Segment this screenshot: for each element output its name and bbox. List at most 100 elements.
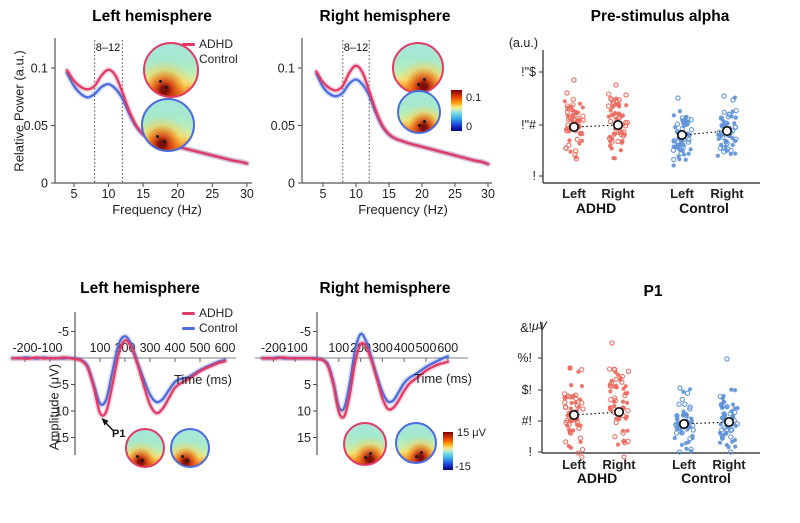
scatter-point <box>727 449 734 455</box>
spectrum-left-y-tick-label: 0.1 <box>31 62 48 76</box>
scatter-point <box>569 104 574 109</box>
spectrum-right-x-axis-label: Frequency (Hz) <box>358 202 448 217</box>
electrode-dot <box>416 82 420 86</box>
scatter-point <box>612 156 617 161</box>
scatter-point <box>687 387 693 392</box>
scatter-point <box>612 398 618 404</box>
scatter-point <box>688 127 695 133</box>
scatter-point <box>576 425 582 432</box>
scatter-point <box>606 366 613 372</box>
scatter-point <box>671 139 676 144</box>
scatter-point <box>618 129 624 135</box>
scatter-point <box>721 93 727 99</box>
adhd-line-swatch <box>182 42 195 46</box>
alpha-y-tick-label: !"$ <box>521 65 536 79</box>
p1-control-right-label: Right <box>712 457 746 472</box>
scatter-point <box>609 378 614 384</box>
scatter-point <box>573 156 580 162</box>
scatter-point <box>613 102 618 107</box>
scatter-point <box>735 406 740 411</box>
scatter-point <box>733 115 738 120</box>
scatter-point <box>719 402 724 408</box>
topomap-adhd-left-p1 <box>125 428 165 468</box>
scatter-point <box>620 430 626 436</box>
alpha-adhd-left-label: Left <box>562 186 586 201</box>
alpha-band-label: 8–12 <box>95 42 121 54</box>
scatter-point <box>624 103 629 108</box>
spectrum-left-y-tick-label: 0.05 <box>24 119 48 133</box>
p1-y-tick-label: #! <box>521 414 532 428</box>
scatter-point <box>612 434 618 440</box>
scatter-point <box>619 373 626 380</box>
scatter-point <box>725 114 731 120</box>
scatter-point <box>719 133 724 138</box>
scatter-point <box>562 99 567 104</box>
scatter-point <box>676 401 682 407</box>
erp-right-x-tick-label: 100 <box>328 341 349 355</box>
scatter-point <box>730 439 735 444</box>
erp-left-x-tick-label: -100 <box>37 341 62 355</box>
scatter-point <box>688 116 694 123</box>
scatter-point <box>681 142 686 147</box>
alpha-y-tick-label: !"# <box>521 118 536 132</box>
erp-right-x-tick-label: 300 <box>372 341 393 355</box>
power-colorbar-max-label: 0.1 <box>466 92 482 104</box>
scatter-point <box>684 390 691 396</box>
scatter-point <box>724 442 729 448</box>
spectrum-right-x-tick-label: 20 <box>415 187 429 201</box>
scatter-point <box>615 442 621 447</box>
topomap-control-right-p1 <box>395 422 437 464</box>
scatter-point <box>671 156 677 163</box>
scatter-point <box>679 430 684 435</box>
scatter-point <box>681 389 686 394</box>
scatter-point <box>564 109 571 115</box>
scatter-point <box>689 416 694 421</box>
scatter-point <box>730 142 735 148</box>
scatter-point <box>677 385 683 391</box>
scatter-point <box>609 340 615 346</box>
electrode-dot <box>419 450 423 454</box>
scatter-point <box>579 367 585 373</box>
erp-left-y-tick-label: -5 <box>58 325 69 339</box>
scatter-point <box>623 416 628 421</box>
scatter-point <box>726 111 732 117</box>
amplitude-colorbar-min-label: -15 <box>455 461 471 473</box>
scatter-point <box>609 146 614 151</box>
p1-scatter-mean-marker <box>613 406 625 418</box>
alpha-y-axis-unit: (a.u.) <box>508 36 538 50</box>
scatter-point <box>733 136 739 142</box>
scatter-point <box>605 103 612 109</box>
power-colorbar <box>451 90 462 131</box>
legend-item-control: Control <box>182 321 238 335</box>
scatter-point <box>578 439 583 444</box>
scatter-point <box>562 391 568 397</box>
scatter-point <box>673 430 680 436</box>
scatter-point <box>565 423 570 428</box>
scatter-point <box>688 147 693 152</box>
scatter-point <box>605 91 612 97</box>
erp-left-x-tick-label: 500 <box>190 341 211 355</box>
scatter-point <box>612 404 617 409</box>
scatter-point <box>679 396 685 403</box>
scatter-point <box>716 129 722 135</box>
scatter-point <box>571 393 576 398</box>
scatter-point <box>715 153 720 158</box>
scatter-point <box>569 400 574 406</box>
scatter-point <box>564 103 571 109</box>
scatter-point <box>719 142 724 147</box>
scatter-point <box>567 430 574 436</box>
scatter-point <box>613 419 619 426</box>
scatter-point <box>717 440 723 445</box>
amplitude-colorbar-max-label: 15 μV <box>457 427 486 439</box>
erp-left-adhd-curve <box>11 339 227 417</box>
alpha-band-label: 8–12 <box>343 42 369 54</box>
topomap-adhd-left-alpha <box>143 42 199 98</box>
scatter-point <box>687 404 693 410</box>
scatter-point <box>733 107 739 114</box>
p1-scatter-mean-connector <box>573 411 620 416</box>
electrode-dot <box>363 456 367 460</box>
legend-label-adhd: ADHD <box>199 306 234 320</box>
scatter-point <box>684 412 689 418</box>
scatter-point <box>611 131 617 137</box>
